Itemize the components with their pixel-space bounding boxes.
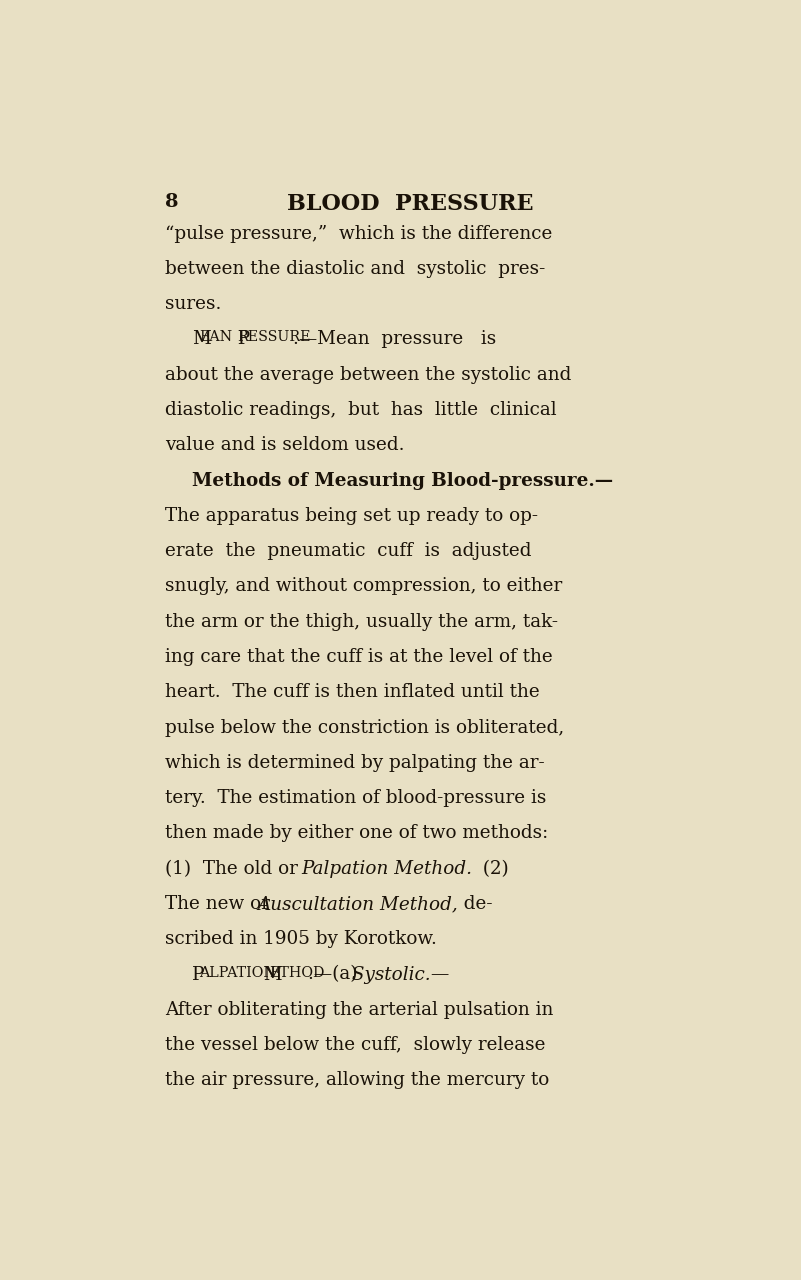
Text: Methods of Measuring Blood-pressure.—: Methods of Measuring Blood-pressure.— [192,471,613,489]
Text: The apparatus being set up ready to op-: The apparatus being set up ready to op- [165,507,538,525]
Text: then made by either one of two methods:: then made by either one of two methods: [165,824,549,842]
Text: After obliterating the arterial pulsation in: After obliterating the arterial pulsatio… [165,1001,553,1019]
Text: RESSURE: RESSURE [237,330,310,344]
Text: the vessel below the cuff,  slowly release: the vessel below the cuff, slowly releas… [165,1036,545,1055]
Text: .—(a): .—(a) [308,965,364,983]
Text: between the diastolic and  systolic  pres-: between the diastolic and systolic pres- [165,260,545,278]
Text: 8: 8 [165,193,179,211]
Text: which is determined by palpating the ar-: which is determined by palpating the ar- [165,754,545,772]
Text: The new or: The new or [165,895,276,913]
Text: M: M [192,330,211,348]
Text: diastolic readings,  but  has  little  clinical: diastolic readings, but has little clini… [165,401,557,419]
Text: the arm or the thigh, usually the arm, tak-: the arm or the thigh, usually the arm, t… [165,613,558,631]
Text: pulse below the constriction is obliterated,: pulse below the constriction is oblitera… [165,718,565,736]
Text: EAN: EAN [199,330,232,344]
Text: Auscultation Method,: Auscultation Method, [258,895,458,913]
Text: P: P [226,330,250,348]
Text: de-: de- [452,895,493,913]
Text: P: P [192,965,204,983]
Text: scribed in 1905 by Korotkow.: scribed in 1905 by Korotkow. [165,931,437,948]
Text: ing care that the cuff is at the level of the: ing care that the cuff is at the level o… [165,648,553,666]
Text: snugly, and without compression, to either: snugly, and without compression, to eith… [165,577,562,595]
Text: —: — [430,965,448,983]
Text: value and is seldom used.: value and is seldom used. [165,436,405,454]
Text: BLOOD  PRESSURE: BLOOD PRESSURE [288,193,533,215]
Text: (1)  The old or: (1) The old or [165,860,304,878]
Text: heart.  The cuff is then inflated until the: heart. The cuff is then inflated until t… [165,684,540,701]
Text: about the average between the systolic and: about the average between the systolic a… [165,366,572,384]
Text: the air pressure, allowing the mercury to: the air pressure, allowing the mercury t… [165,1071,549,1089]
Text: (2): (2) [471,860,509,878]
Text: M: M [252,965,283,983]
Text: tery.  The estimation of blood-pressure is: tery. The estimation of blood-pressure i… [165,788,546,808]
Text: Palpation Method.: Palpation Method. [301,860,473,878]
Text: Systolic.: Systolic. [346,965,431,983]
Text: “pulse pressure,”  which is the difference: “pulse pressure,” which is the differenc… [165,224,553,243]
Text: ETHOD: ETHOD [269,965,324,979]
Text: ALPATION: ALPATION [199,965,276,979]
Text: sures.: sures. [165,296,222,314]
Text: erate  the  pneumatic  cuff  is  adjusted: erate the pneumatic cuff is adjusted [165,543,532,561]
Text: .—Mean  pressure   is: .—Mean pressure is [293,330,497,348]
